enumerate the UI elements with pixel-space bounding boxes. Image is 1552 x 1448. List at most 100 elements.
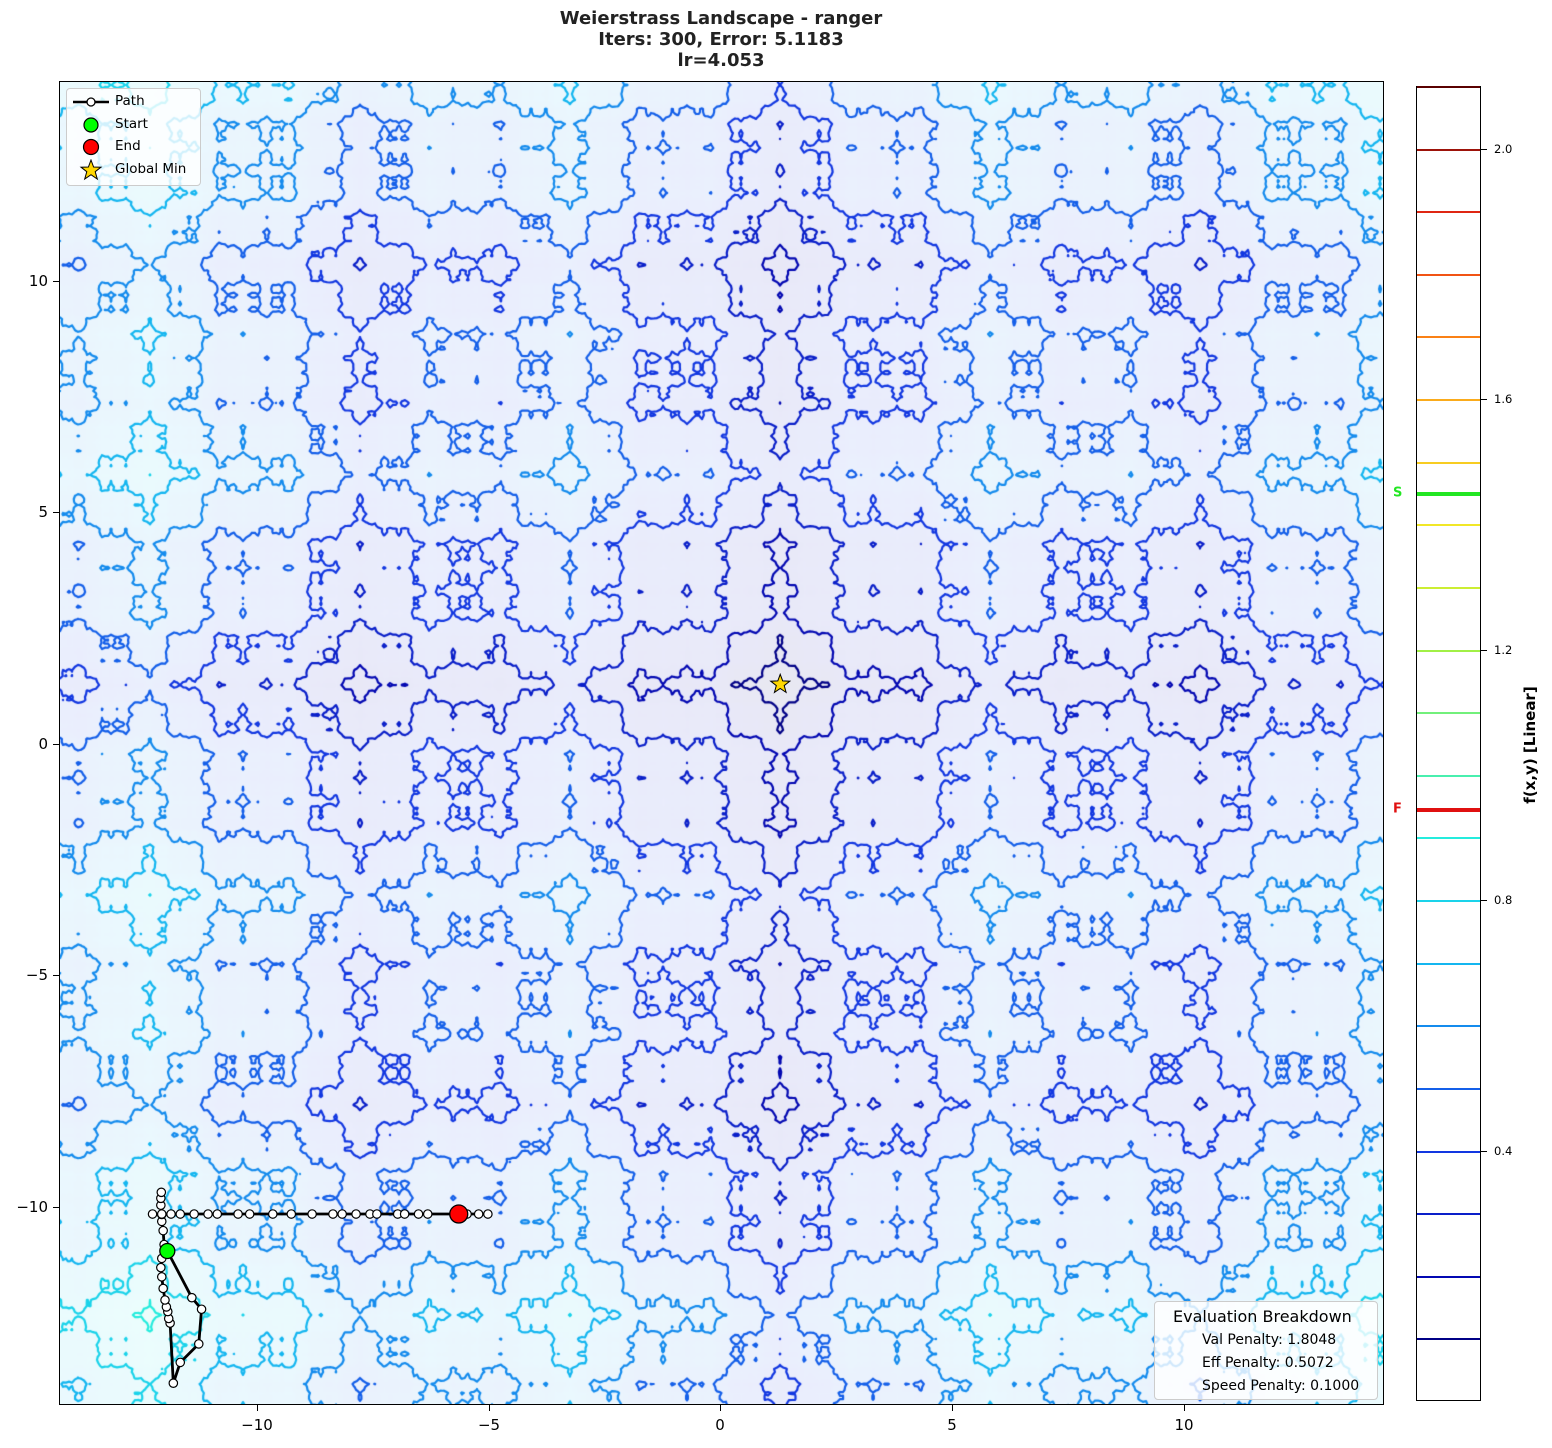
colorbar-tick-mark (1481, 1151, 1487, 1152)
path-point (175, 1209, 186, 1219)
colorbar-level-line (1417, 461, 1480, 464)
x-tick-mark (1184, 1405, 1185, 1411)
chart-title: Weierstrass Landscape - ranger Iters: 30… (0, 8, 1442, 71)
x-tick-label: 5 (947, 1416, 957, 1434)
path-point (156, 1262, 166, 1273)
title-line-1: Weierstrass Landscape - ranger (559, 8, 883, 29)
x-tick-mark (720, 1405, 721, 1411)
colorbar-level-line (1417, 774, 1480, 777)
path-point (175, 1357, 186, 1368)
y-tick-label: −10 (16, 1198, 48, 1216)
y-tick-label: 0 (38, 735, 48, 753)
y-tick-mark (53, 975, 59, 976)
path-point (168, 1378, 179, 1388)
colorbar-level-line (1417, 273, 1480, 276)
evaluation-title: Evaluation Breakdown (1173, 1307, 1352, 1326)
path-point (156, 1209, 167, 1219)
colorbar-level-line (1417, 649, 1480, 652)
y-tick-mark (53, 512, 59, 513)
x-tick-mark (952, 1405, 953, 1411)
colorbar-level-line (1417, 1275, 1480, 1278)
title-line-3: lr=4.053 (677, 50, 765, 71)
colorbar-level-line (1417, 1087, 1480, 1090)
path-point (193, 1339, 204, 1349)
colorbar-label: f(x,y) [Linear] (1521, 686, 1539, 804)
path-point (307, 1209, 317, 1219)
colorbar-tick-label: 0.4 (1494, 1144, 1513, 1158)
y-tick-mark (53, 1207, 59, 1208)
legend: Path Start End Global Min (66, 88, 201, 186)
colorbar-tick-label: 1.6 (1494, 392, 1513, 406)
colorbar-level-line (1417, 399, 1480, 402)
title-line-2: Iters: 300, Error: 5.1183 (598, 29, 844, 50)
plot-area[interactable] (59, 81, 1384, 1405)
y-tick-label: 5 (38, 503, 48, 521)
legend-item-start: Start (67, 114, 200, 136)
path-point (351, 1209, 361, 1219)
contour-field (60, 82, 1383, 1404)
path-point (156, 1272, 167, 1282)
star-icon (79, 159, 103, 181)
path-point (166, 1209, 176, 1219)
evaluation-breakdown-box: Evaluation Breakdown Val Penalty: 1.8048… (1154, 1301, 1378, 1400)
x-tick-label: 10 (1174, 1416, 1194, 1434)
colorbar-marker-line (1417, 492, 1480, 496)
path-point (187, 1292, 197, 1303)
path-point (337, 1209, 347, 1219)
path-point (286, 1209, 297, 1219)
path-point (189, 1209, 199, 1219)
path-point (473, 1209, 484, 1219)
colorbar-level-line (1417, 837, 1480, 840)
path-point (328, 1209, 338, 1219)
y-tick-label: 10 (28, 272, 48, 290)
path-point (212, 1209, 223, 1219)
x-tick-label: −10 (241, 1416, 273, 1434)
x-tick-mark (489, 1405, 490, 1411)
colorbar-tick-label: 0.8 (1494, 893, 1513, 907)
colorbar-marker-line (1417, 808, 1480, 812)
path-point (160, 1295, 170, 1305)
global-min-star-icon[interactable] (769, 672, 792, 694)
colorbar-tick-label: 2.0 (1494, 142, 1513, 156)
path-point (372, 1209, 382, 1219)
colorbar-level-line (1417, 962, 1480, 965)
path-point (156, 1187, 167, 1198)
colorbar-level-line (1417, 1213, 1480, 1216)
path-point (483, 1209, 493, 1219)
start-marker[interactable] (159, 1242, 176, 1260)
colorbar-tick-mark (1481, 900, 1487, 901)
speed-penalty: Speed Penalty: 0.1000 (1202, 1378, 1360, 1394)
path-point (147, 1209, 158, 1219)
eff-penalty: Eff Penalty: 0.5072 (1202, 1355, 1334, 1371)
legend-item-end: End (67, 136, 200, 158)
colorbar-tick-label: 1.2 (1494, 643, 1513, 657)
end-marker-icon (82, 138, 100, 156)
optimizer-path-line (151, 1190, 488, 1385)
val-penalty: Val Penalty: 1.8048 (1202, 1332, 1337, 1348)
colorbar-tick-mark (1481, 650, 1487, 651)
colorbar-level-line (1417, 148, 1480, 151)
path-line-icon (73, 97, 109, 107)
colorbar-tick-mark (1481, 399, 1487, 400)
path-point (422, 1209, 433, 1219)
start-marker-icon (83, 117, 99, 133)
path-point (267, 1209, 278, 1219)
path-point (244, 1209, 255, 1219)
colorbar-level-line (1417, 1150, 1480, 1153)
legend-item-global-min: Global Min (67, 159, 200, 181)
path-point (158, 1225, 168, 1236)
path-overlay (147, 672, 792, 1388)
colorbar-level-line (1417, 1025, 1480, 1028)
x-tick-label: 0 (715, 1416, 725, 1434)
colorbar-level-line (1417, 586, 1480, 589)
path-point (233, 1209, 243, 1219)
end-marker[interactable] (449, 1204, 469, 1224)
path-point (158, 1283, 168, 1294)
y-tick-mark (53, 281, 59, 282)
colorbar-level-line (1417, 86, 1480, 88)
path-point (413, 1209, 424, 1219)
x-tick-label: −5 (477, 1416, 501, 1434)
x-tick-mark (257, 1405, 258, 1411)
path-point (399, 1209, 410, 1219)
colorbar-level-line (1417, 712, 1480, 715)
